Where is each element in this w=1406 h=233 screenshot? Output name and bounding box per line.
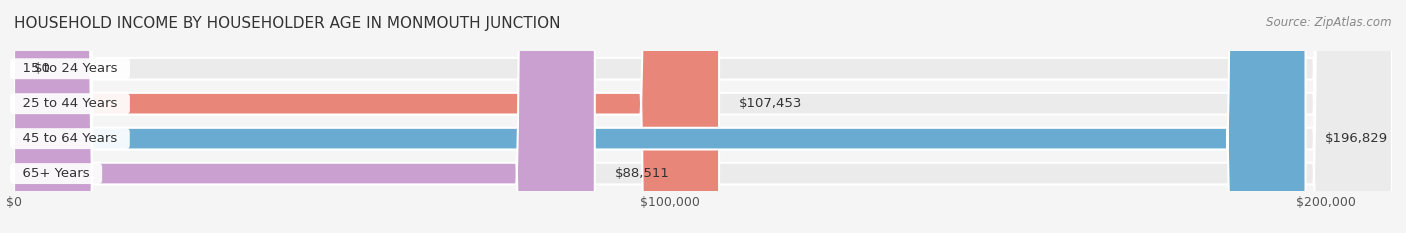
Text: $0: $0	[34, 62, 51, 75]
FancyBboxPatch shape	[14, 0, 1392, 233]
FancyBboxPatch shape	[14, 0, 1306, 233]
FancyBboxPatch shape	[14, 0, 1392, 233]
FancyBboxPatch shape	[14, 0, 1392, 233]
Text: HOUSEHOLD INCOME BY HOUSEHOLDER AGE IN MONMOUTH JUNCTION: HOUSEHOLD INCOME BY HOUSEHOLDER AGE IN M…	[14, 16, 561, 31]
FancyBboxPatch shape	[14, 0, 718, 233]
FancyBboxPatch shape	[14, 0, 595, 233]
Text: $88,511: $88,511	[614, 167, 669, 180]
Text: $196,829: $196,829	[1326, 132, 1388, 145]
Text: 45 to 64 Years: 45 to 64 Years	[14, 132, 125, 145]
Text: 25 to 44 Years: 25 to 44 Years	[14, 97, 127, 110]
Text: 65+ Years: 65+ Years	[14, 167, 98, 180]
Text: Source: ZipAtlas.com: Source: ZipAtlas.com	[1267, 16, 1392, 29]
Text: 15 to 24 Years: 15 to 24 Years	[14, 62, 127, 75]
FancyBboxPatch shape	[14, 0, 1392, 233]
Text: $107,453: $107,453	[738, 97, 803, 110]
